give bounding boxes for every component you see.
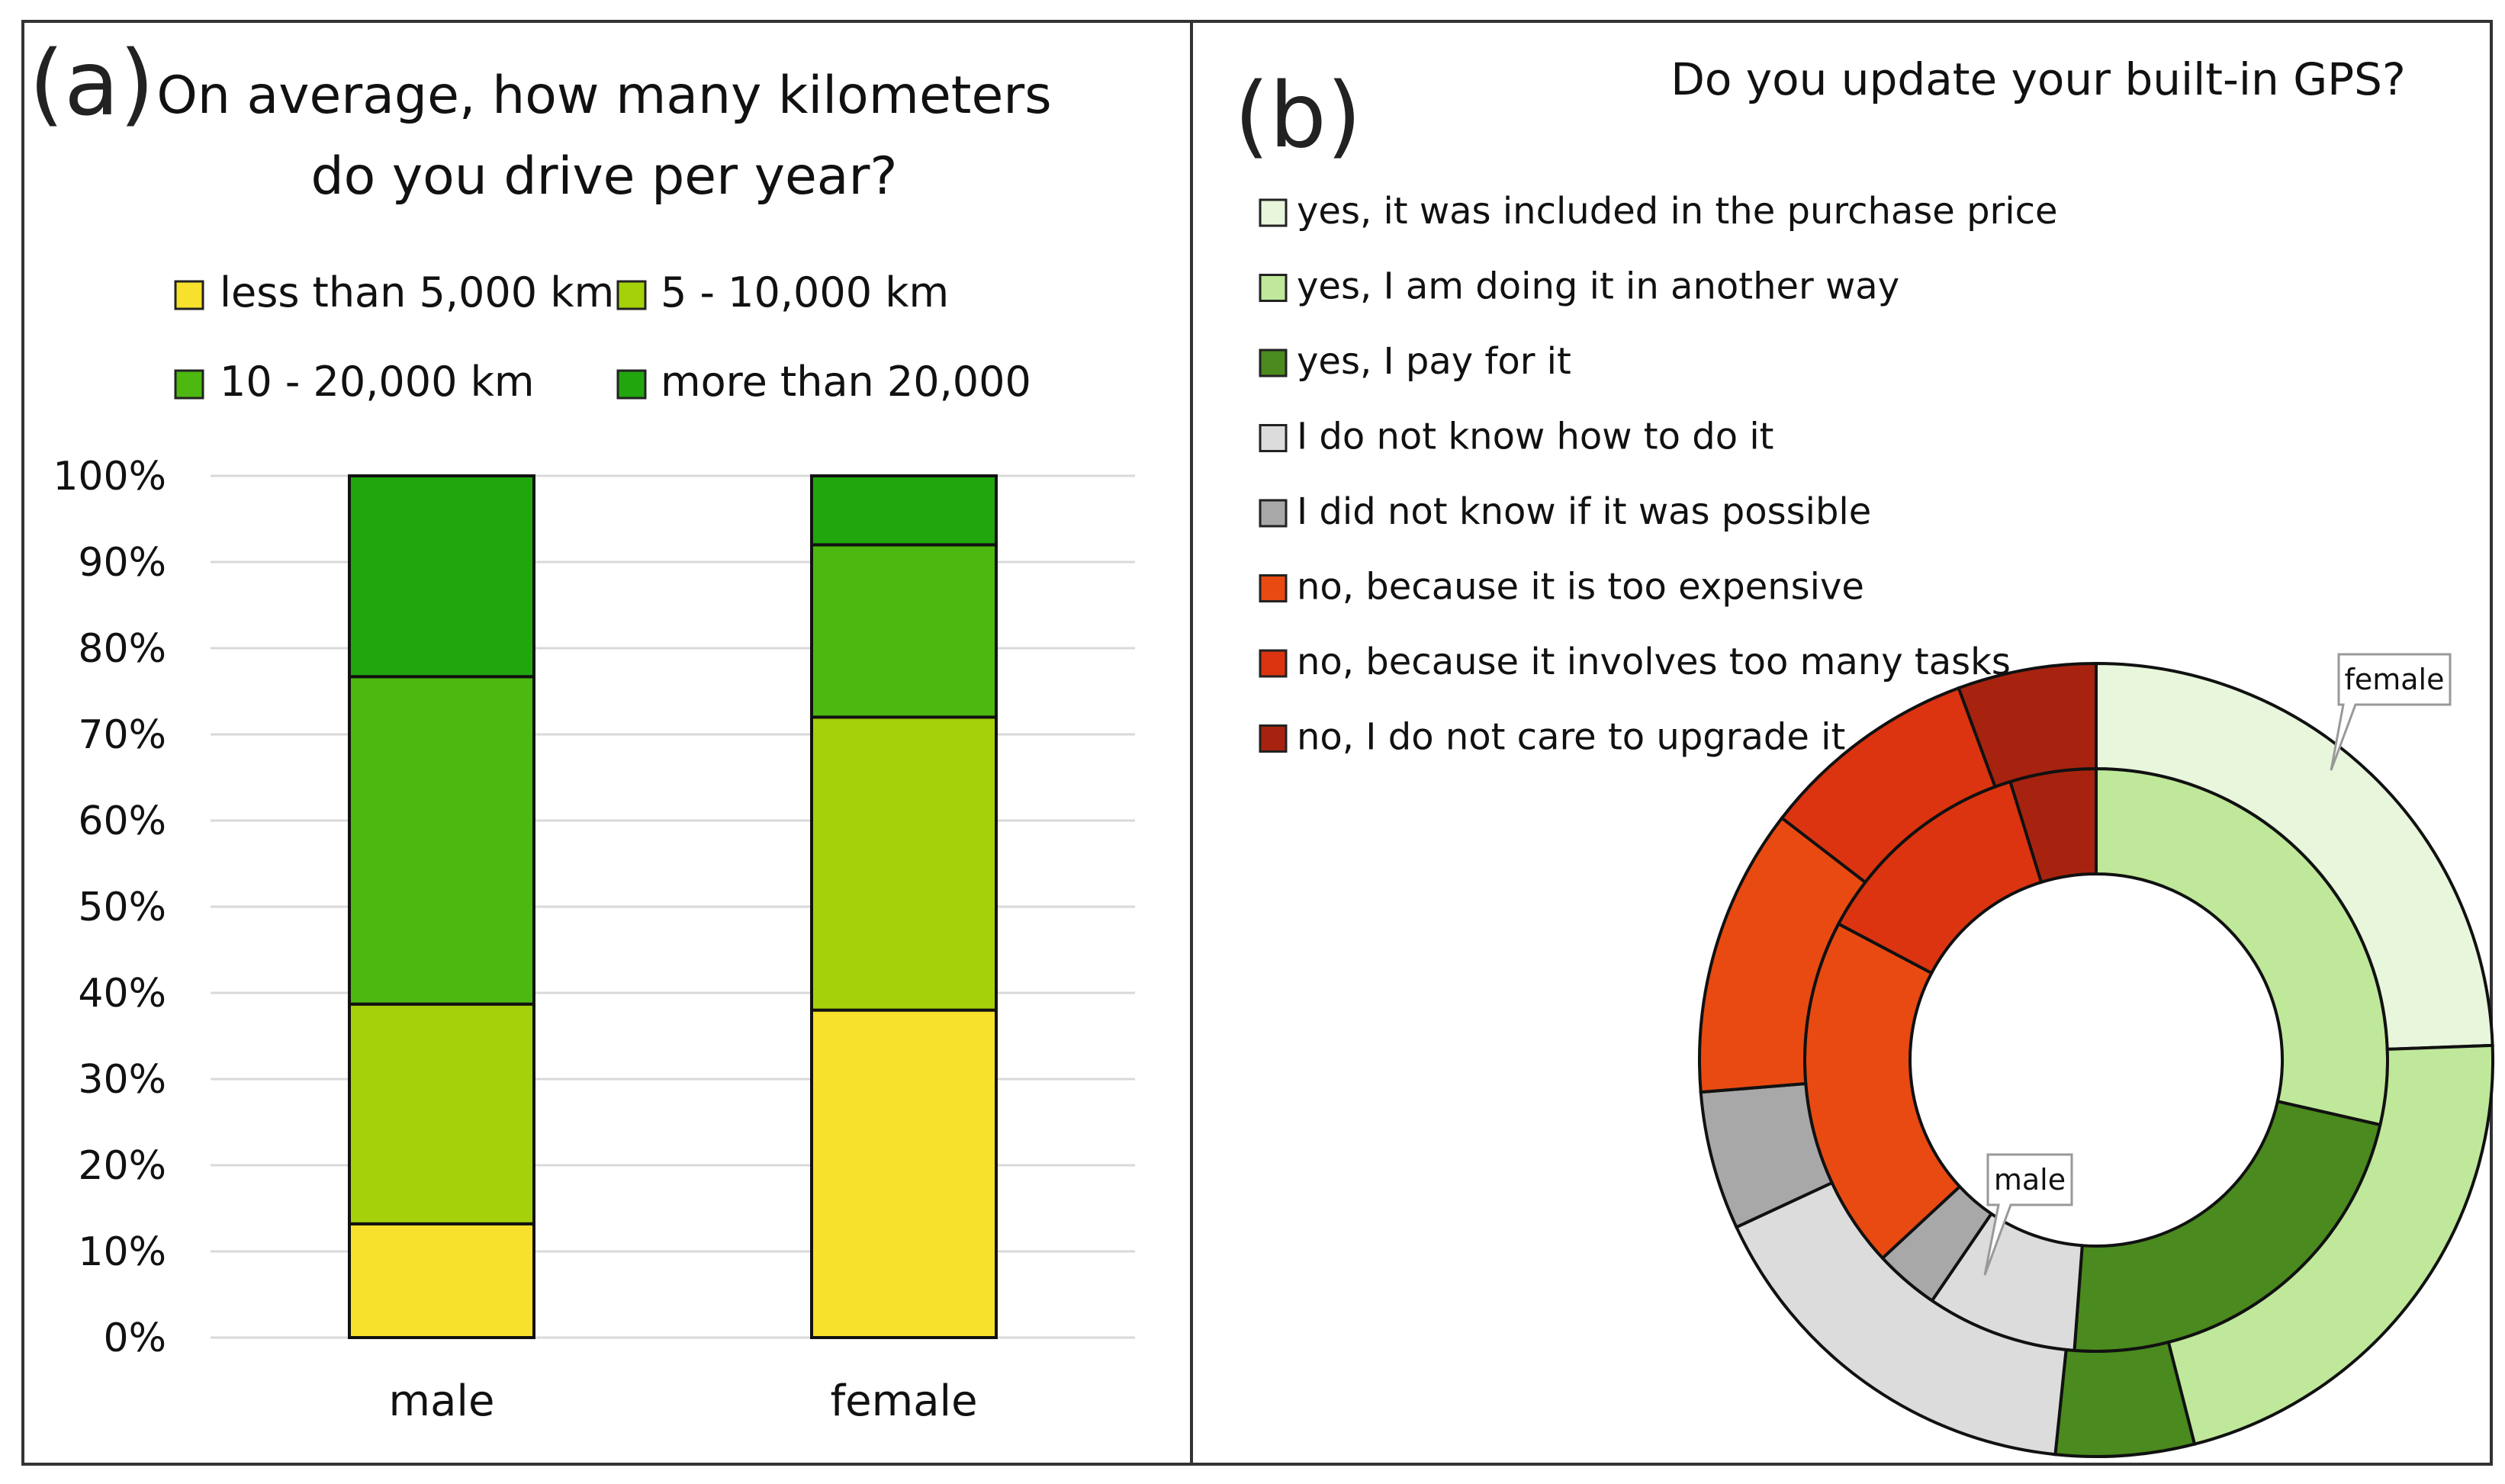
legend-b-label: I did not know if it was possible	[1297, 490, 1871, 533]
panel-a-frame	[21, 20, 1193, 1466]
chart-a-y-ticks: 0% 10% 20% 30% 40% 50% 60% 70% 80% 90% 100%	[53, 454, 166, 1361]
bar-segment	[810, 715, 998, 1012]
y-tick-label: 0%	[104, 1315, 167, 1361]
legend-b-label: I do not know how to do it	[1297, 416, 1773, 458]
legend-b-swatch	[1259, 424, 1288, 452]
y-tick-label: 30%	[78, 1057, 166, 1103]
legend-b-swatch	[1259, 198, 1288, 227]
y-tick-label: 70%	[78, 712, 166, 758]
legend-b-label: no, because it is too expensive	[1297, 566, 1864, 609]
legend-b-label: yes, I pay for it	[1297, 340, 1571, 383]
x-tick-label: male	[389, 1376, 495, 1426]
y-tick-label: 60%	[78, 798, 166, 844]
y-tick-label: 10%	[78, 1229, 166, 1275]
legend-a-label-0: less than 5,000 km	[220, 268, 614, 316]
legend-b-swatch	[1259, 649, 1288, 678]
y-tick-label: 100%	[53, 454, 166, 499]
bar-segment	[348, 1002, 535, 1225]
callout-female-label: female	[2345, 663, 2445, 696]
legend-b-swatch	[1259, 574, 1288, 602]
legend-a-label-2: 10 - 20,000 km	[220, 358, 535, 406]
donut-slice	[2053, 1340, 2197, 1458]
bar-segment	[348, 675, 535, 1006]
legend-a-swatch-3	[616, 369, 647, 400]
callout-male: male	[1983, 1153, 2073, 1276]
legend-a-swatch-0	[174, 280, 204, 310]
callout-male-label: male	[1994, 1163, 2066, 1197]
y-tick-label: 20%	[78, 1143, 166, 1189]
bar-segment	[810, 1008, 998, 1339]
legend-b-swatch	[1259, 349, 1288, 377]
legend-b-label: yes, I am doing it in another way	[1297, 265, 1899, 308]
panel-a-label: (a)	[29, 31, 154, 136]
y-tick-label: 40%	[78, 971, 166, 1017]
x-tick-label: female	[830, 1376, 977, 1426]
legend-a-label-3: more than 20,000	[661, 358, 1031, 406]
chart-a-title-line1: On average, how many kilometers	[156, 66, 1051, 126]
donut-slice	[2095, 661, 2494, 1051]
legend-a-swatch-1	[616, 280, 647, 310]
chart-a-title-line2: do you drive per year?	[310, 146, 897, 207]
bar-segment	[810, 543, 998, 719]
y-tick-label: 50%	[78, 885, 166, 930]
y-tick-label: 90%	[78, 540, 166, 586]
legend-b-swatch	[1259, 724, 1288, 753]
panel-b-frame	[1190, 20, 2493, 1466]
legend-b-label: yes, it was included in the purchase pri…	[1297, 190, 2058, 233]
donut-slice	[1957, 661, 2098, 789]
legend-a-label-1: 5 - 10,000 km	[661, 268, 949, 316]
bar-segment	[810, 474, 998, 547]
y-tick-label: 80%	[78, 626, 166, 672]
chart-b-donut	[1698, 661, 2495, 1458]
donut-slice	[2166, 1043, 2495, 1447]
chart-b-title: Do you update your built-in GPS?	[1671, 53, 2406, 105]
legend-a-swatch-2	[174, 369, 204, 400]
bar-segment	[348, 1222, 535, 1339]
legend-b-label: no, I do not care to upgrade it	[1297, 716, 1845, 759]
legend-b-label: no, because it involves too many tasks	[1297, 641, 2011, 683]
callout-female: female	[2330, 653, 2452, 771]
chart-a-legend: less than 5,000 km 5 - 10,000 km 10 - 20…	[174, 268, 1031, 406]
chart-b-legend: yes, it was included in the purchase pri…	[1259, 190, 2058, 759]
panel-b-label: (b)	[1234, 63, 1362, 168]
legend-b-swatch	[1259, 499, 1288, 528]
bar-segment	[348, 474, 535, 679]
legend-b-swatch	[1259, 274, 1288, 302]
chart-a-x-ticks: male female	[389, 1376, 978, 1426]
chart-a-bars	[348, 474, 998, 1339]
